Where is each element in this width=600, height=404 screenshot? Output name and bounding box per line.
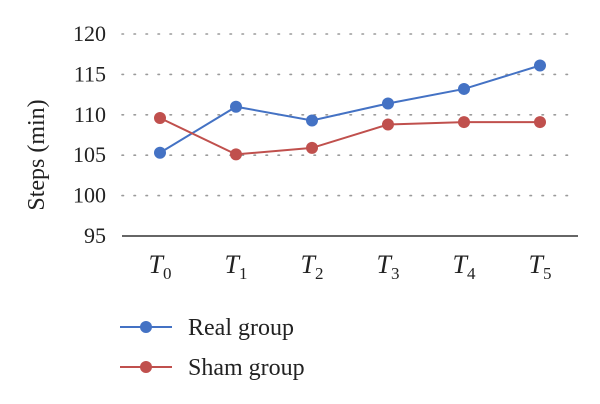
data-point-0-4 <box>458 82 470 95</box>
data-point-1-2 <box>306 141 318 154</box>
legend-label-0: Real group <box>188 315 294 341</box>
data-point-1-5 <box>534 116 546 129</box>
y-tick-label-100: 100 <box>73 183 106 208</box>
x-tick-label-T4: T4 <box>453 250 476 283</box>
x-tick-label-T5: T5 <box>529 250 552 283</box>
y-tick-label-105: 105 <box>73 142 106 167</box>
data-point-1-3 <box>382 118 394 131</box>
legend-marker-1 <box>140 361 152 373</box>
data-point-0-1 <box>230 100 242 113</box>
data-point-0-3 <box>382 97 394 110</box>
x-tick-label-T0: T0 <box>149 250 172 283</box>
data-point-0-2 <box>306 114 318 127</box>
y-tick-labels: 95 100 105 110 115 120 <box>73 21 106 248</box>
data-point-1-0 <box>154 112 166 125</box>
y-axis-label: Steps (min) <box>24 99 50 210</box>
gridlines <box>121 33 579 197</box>
series <box>154 59 546 161</box>
x-tick-labels: T0 T1 T2 T3 T4 T5 <box>149 250 552 283</box>
data-point-0-0 <box>154 146 166 159</box>
y-tick-label-95: 95 <box>84 223 106 248</box>
data-point-0-5 <box>534 59 546 72</box>
data-point-1-4 <box>458 116 470 129</box>
x-tick-label-T3: T3 <box>377 250 400 283</box>
x-tick-label-T1: T1 <box>225 250 248 283</box>
x-tick-label-T2: T2 <box>301 250 324 283</box>
series-line-1 <box>159 117 540 156</box>
data-point-1-1 <box>230 148 242 161</box>
y-tick-label-120: 120 <box>73 21 106 46</box>
legend-marker-0 <box>140 321 152 333</box>
y-tick-label-115: 115 <box>74 61 106 86</box>
y-tick-label-110: 110 <box>74 102 106 127</box>
legend-label-1: Sham group <box>188 355 305 381</box>
series-line-0 <box>159 64 541 154</box>
legend: Real group Sham group <box>120 315 305 381</box>
